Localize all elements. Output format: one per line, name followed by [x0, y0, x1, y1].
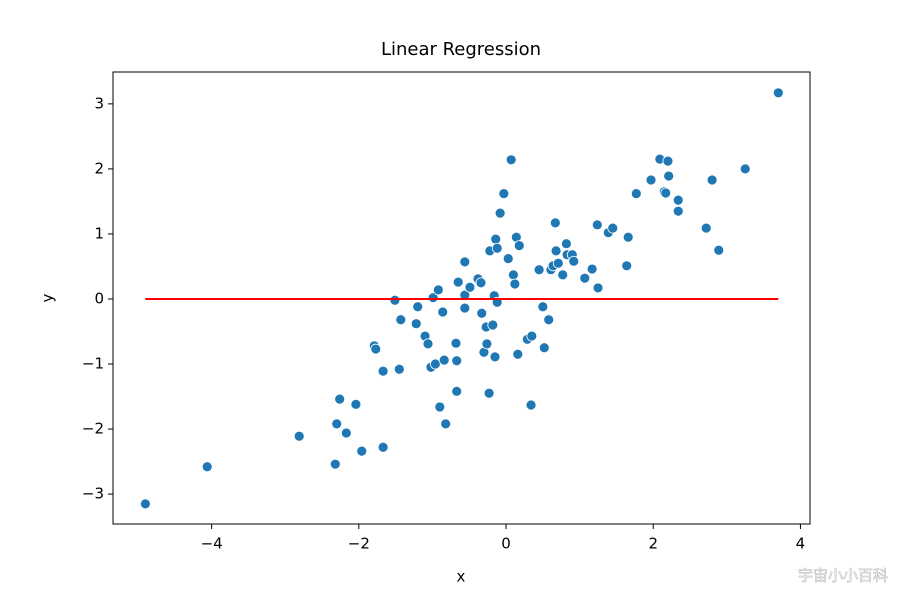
point: [377, 365, 389, 377]
y-tick-label: 3: [94, 94, 104, 112]
point: [494, 207, 506, 219]
point: [526, 330, 538, 342]
point: [389, 294, 401, 306]
point: [568, 255, 580, 267]
point: [739, 163, 751, 175]
point: [201, 461, 213, 473]
point: [662, 155, 674, 167]
point: [512, 348, 524, 360]
point: [410, 318, 422, 330]
point: [434, 401, 446, 413]
y-tick-label: −2: [82, 420, 104, 438]
x-axis-label: x: [457, 568, 466, 586]
point: [437, 306, 449, 318]
point: [706, 174, 718, 186]
point: [538, 342, 550, 354]
point: [700, 222, 712, 234]
y-axis-label: y: [39, 293, 57, 302]
point: [422, 338, 434, 350]
point: [489, 351, 501, 363]
point: [438, 354, 450, 366]
point: [356, 445, 368, 457]
point: [293, 430, 305, 442]
point: [490, 233, 502, 245]
y-tick-label: −1: [82, 355, 104, 373]
point: [713, 244, 725, 256]
y-tick-label: 1: [94, 224, 104, 242]
point: [340, 427, 352, 439]
point: [491, 242, 503, 254]
point: [481, 338, 493, 350]
point: [772, 87, 784, 99]
x-tick-label: 4: [796, 535, 806, 553]
point: [452, 276, 464, 288]
chart-title: Linear Regression: [381, 39, 541, 60]
point: [334, 393, 346, 405]
y-tick-label: 0: [94, 289, 104, 307]
point: [487, 319, 499, 331]
point: [412, 301, 424, 313]
point: [451, 385, 463, 397]
point: [543, 314, 555, 326]
point: [464, 281, 476, 293]
point: [483, 387, 495, 399]
plot-frame: [112, 71, 811, 525]
point: [331, 418, 343, 430]
point: [429, 358, 441, 370]
point: [591, 219, 603, 231]
point: [533, 264, 545, 276]
point: [475, 277, 487, 289]
point: [513, 240, 525, 252]
point: [451, 355, 463, 367]
point: [621, 260, 633, 272]
point: [672, 205, 684, 217]
point: [427, 292, 439, 304]
point: [557, 269, 569, 281]
point: [459, 256, 471, 268]
point: [350, 398, 362, 410]
point: [459, 289, 471, 301]
point: [476, 307, 488, 319]
x-tick-label: −2: [348, 535, 370, 553]
point: [622, 231, 634, 243]
point: [592, 282, 604, 294]
y-tick-label: 2: [94, 159, 104, 177]
point: [579, 272, 591, 284]
x-tick-label: 2: [648, 535, 658, 553]
point: [370, 343, 382, 355]
point: [560, 238, 572, 250]
point: [607, 222, 619, 234]
point: [663, 170, 675, 182]
watermark: 宇宙小小百科: [798, 567, 888, 585]
y-tick-label: −3: [82, 485, 104, 503]
point: [377, 441, 389, 453]
point: [645, 174, 657, 186]
x-tick-label: −4: [201, 535, 223, 553]
point: [432, 284, 444, 296]
point: [672, 194, 684, 206]
point: [502, 253, 514, 265]
point: [459, 302, 471, 314]
point: [630, 188, 642, 200]
point: [450, 337, 462, 349]
x-tick-label: 0: [501, 535, 511, 553]
point: [329, 458, 341, 470]
point: [393, 363, 405, 375]
point: [537, 301, 549, 313]
point: [505, 154, 517, 166]
point: [549, 217, 561, 229]
point: [507, 269, 519, 281]
point: [552, 257, 564, 269]
point: [550, 245, 562, 257]
point: [498, 188, 510, 200]
point: [395, 314, 407, 326]
point: [660, 187, 672, 199]
point: [509, 278, 521, 290]
point: [525, 399, 537, 411]
point: [440, 418, 452, 430]
point: [139, 498, 151, 510]
point: [586, 263, 598, 275]
